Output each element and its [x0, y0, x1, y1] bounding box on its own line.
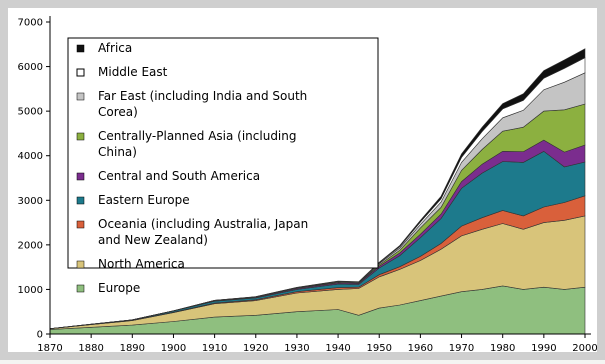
legend-label-line: Eastern Europe: [98, 193, 190, 207]
legend-label-line: China): [98, 145, 137, 159]
legend-swatch-middle-east: [76, 68, 85, 77]
x-tick-label: 1910: [202, 343, 227, 354]
legend-label-oceania-including-australia-japan-and-new-zealand: Oceania (including Australia, Japan and N…: [98, 217, 308, 247]
y-tick-label: 4000: [18, 151, 43, 162]
x-tick-label: 1940: [325, 343, 350, 354]
legend-label-middle-east: Middle East: [98, 65, 168, 79]
y-tick-label: 0: [37, 330, 43, 341]
x-tick-label: 1900: [161, 343, 186, 354]
legend-label-line: Centrally-Planned Asia (including: [98, 129, 297, 143]
legend-label-far-east-including-india-and-south-corea: Far East (including India and South Corea…: [98, 89, 307, 119]
x-tick-label: 1970: [449, 343, 474, 354]
legend-swatch-eastern-europe: [76, 196, 85, 205]
legend-label-line: Corea): [98, 105, 138, 119]
axes-group: 0 1000 2000 3000 4000 5000 6000 7000 1870 1880 189…: [18, 16, 598, 354]
x-tick-label: 1930: [284, 343, 309, 354]
legend-label-line: Middle East: [98, 65, 168, 79]
legend-swatch-oceania-including-australia-japan-and-new-zealand: [76, 220, 85, 229]
x-tick-label: 1960: [408, 343, 433, 354]
legend: Africa Middle East Far East (including Ind…: [67, 37, 379, 295]
legend-swatch-far-east-including-india-and-south-corea: [76, 92, 85, 101]
y-tick-label: 3000: [18, 196, 43, 207]
area-series-group: [49, 48, 586, 335]
legend-label-eastern-europe: Eastern Europe: [98, 193, 190, 207]
legend-label-africa: Africa: [98, 41, 132, 55]
x-tick-label: 1880: [78, 343, 103, 354]
y-tick-label: 6000: [18, 62, 43, 73]
legend-label-line: Oceania (including Australia, Japan: [98, 217, 308, 231]
legend-label-line: Central and South America: [98, 169, 260, 183]
x-tick-label: 1890: [120, 343, 145, 354]
legend-label-line: Africa: [98, 41, 132, 55]
legend-label-line: and New Zealand): [98, 233, 208, 247]
legend-swatch-central-and-south-america: [76, 172, 85, 181]
x-tick-label: 2000: [572, 343, 597, 354]
legend-swatch-europe: [76, 284, 85, 293]
legend-swatch-africa: [76, 44, 85, 53]
y-tick-label: 5000: [18, 107, 43, 118]
legend-swatch-centrally-planned-asia-including-china: [76, 132, 85, 141]
legend-label-europe: Europe: [98, 281, 140, 295]
legend-label-line: Far East (including India and South: [98, 89, 307, 103]
x-tick-label: 1990: [531, 343, 556, 354]
y-tick-label: 1000: [18, 285, 43, 296]
legend-label-north-america: North America: [98, 257, 185, 271]
x-tick-label: 1870: [37, 343, 62, 354]
x-tick-label: 1980: [490, 343, 515, 354]
y-tick-label: 7000: [18, 18, 43, 29]
x-tick-label: 1920: [243, 343, 268, 354]
area-africa: [49, 48, 586, 329]
legend-label-line: Europe: [98, 281, 140, 295]
legend-label-centrally-planned-asia-including-china: Centrally-Planned Asia (including China): [98, 129, 297, 159]
legend-label-central-and-south-america: Central and South America: [98, 169, 260, 183]
y-tick-label: 2000: [18, 240, 43, 251]
legend-swatch-north-america: [76, 260, 85, 269]
x-tick-label: 1950: [367, 343, 392, 354]
legend-label-line: North America: [98, 257, 185, 271]
legend-box: [67, 37, 379, 269]
